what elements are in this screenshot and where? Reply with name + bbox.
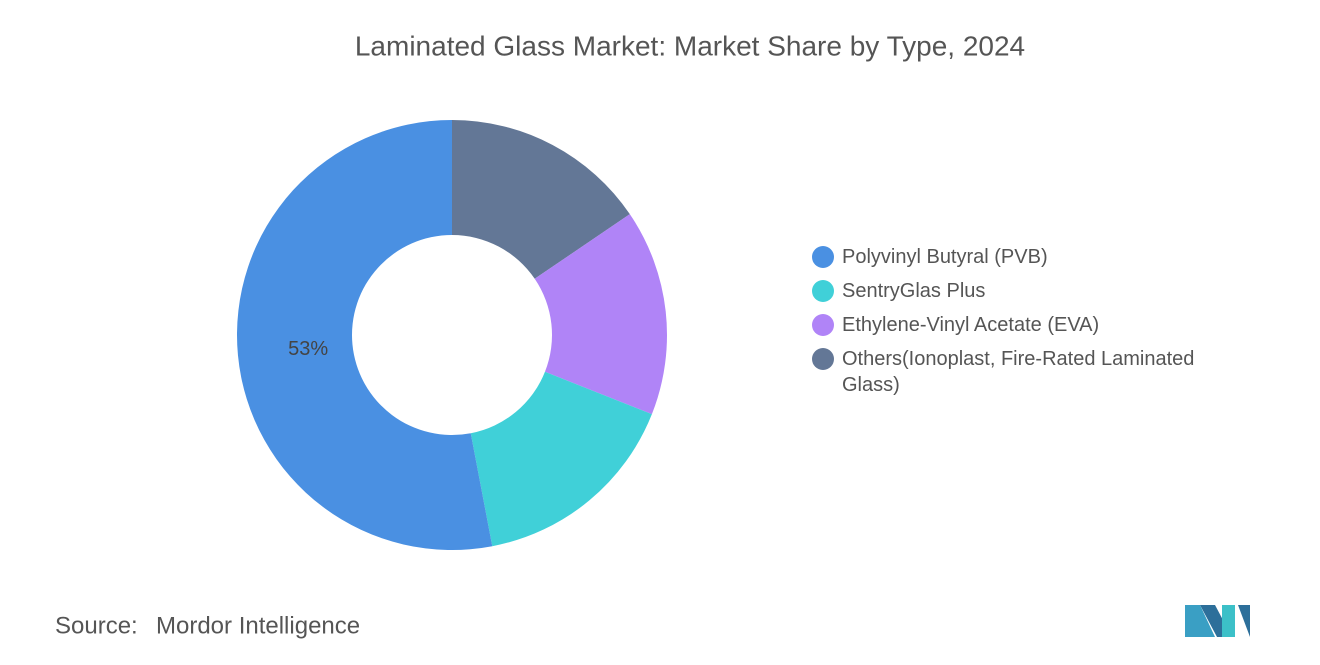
logo — [1185, 605, 1250, 637]
legend-label: Polyvinyl Butyral (PVB) — [842, 246, 1048, 268]
legend-item: Ethylene-Vinyl Acetate (EVA) — [812, 312, 1252, 338]
source: Mordor Intelligence — [156, 612, 360, 639]
slice — [452, 120, 630, 279]
chart-title: Laminated Glass Market: Market Share by … — [355, 30, 1025, 61]
source-label: Source: — [55, 612, 138, 639]
legend-swatch — [812, 348, 834, 370]
slice — [470, 371, 652, 547]
value-label: 53% — [288, 338, 328, 360]
legend-item: Others(Ionoplast, Fire-Rated Laminated G… — [812, 346, 1252, 398]
legend-label: SentryGlas Plus — [842, 280, 986, 302]
slice — [236, 120, 493, 550]
legend-label: Ethylene-Vinyl Acetate (EVA) — [842, 314, 1100, 336]
legend-swatch — [812, 246, 834, 268]
legend-swatch — [812, 280, 834, 302]
legend-item: Polyvinyl Butyral (PVB) — [812, 244, 1252, 270]
legend-label: Others(Ionoplast, Fire-Rated Laminated G… — [842, 348, 1195, 396]
legend-swatch — [812, 314, 834, 336]
legend-item: SentryGlas Plus — [812, 278, 1252, 304]
slice — [534, 214, 667, 415]
legend: Polyvinyl Butyral (PVB) SentryGlas Plus Et… — [812, 244, 1252, 406]
